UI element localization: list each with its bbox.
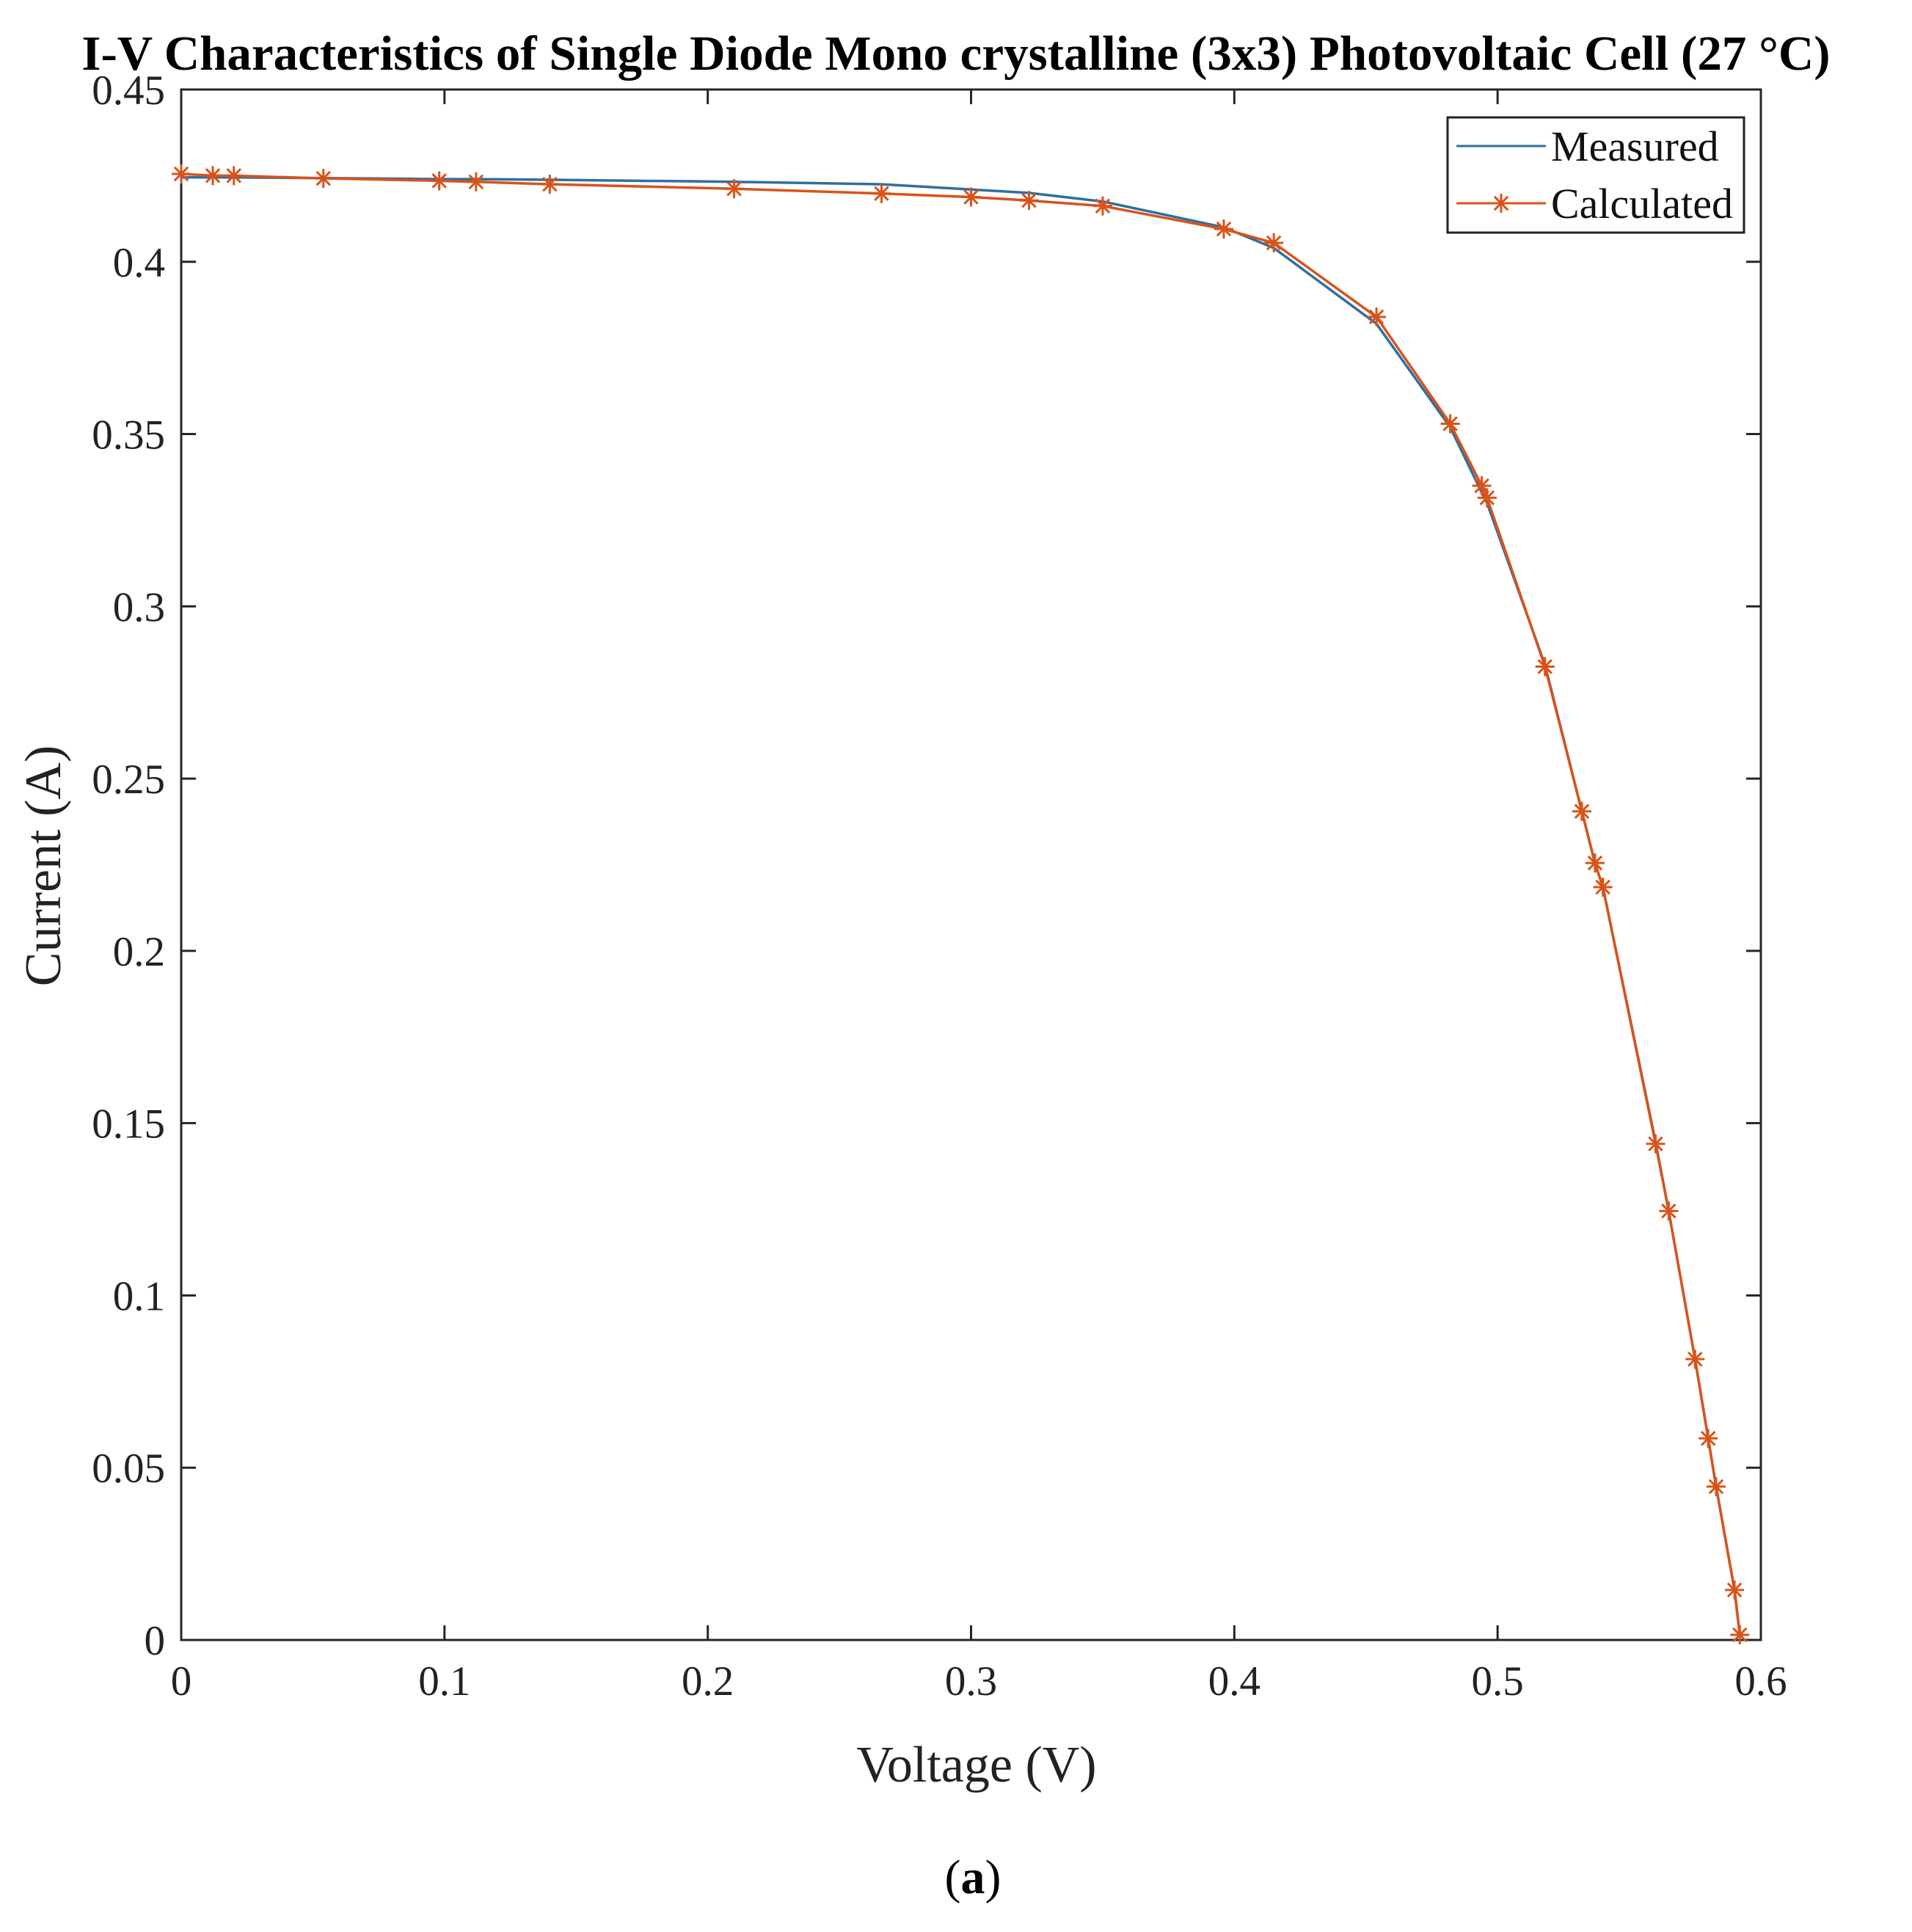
y-tick-label: 0.15 [92,1101,165,1148]
caption-open-paren: ( [945,1851,961,1904]
marker-stroke [1574,803,1590,819]
chart-title: I-V Characteristics of Single Diode Mono… [81,26,1830,81]
marker-stroke [1708,1479,1724,1495]
marker-stroke [1726,1582,1743,1598]
y-axis-label: Current (A) [15,746,72,987]
legend-marker-calculated [1492,194,1511,213]
x-tick-label: 0.6 [1734,1658,1787,1705]
y-tick-label: 0.05 [92,1446,165,1492]
marker-stroke [315,170,332,186]
plot-frame [180,88,1762,1641]
legend-label-measured: Measured [1551,123,1719,170]
marker-stroke [1479,490,1495,506]
marker-stroke [726,181,742,197]
data-point-calculated [724,179,744,199]
marker-stroke [1368,309,1384,325]
x-axis-label: Voltage (V) [856,1737,1096,1793]
data-point-calculated [1264,233,1284,252]
y-tick-label: 0.4 [113,240,165,286]
data-point-calculated [1477,488,1497,508]
marker-stroke [431,173,447,189]
data-point-calculated [224,166,244,186]
x-tick-label: 0.5 [1472,1658,1524,1705]
data-point-calculated [1646,1134,1665,1153]
marker-stroke [1661,1203,1676,1219]
y-tick-label: 0.3 [113,584,165,630]
caption-close-paren: ) [985,1851,1001,1904]
data-point-calculated [1019,191,1039,211]
marker-stroke [468,174,484,190]
legend-label-calculated: Calculated [1551,180,1733,227]
marker-stroke [1266,235,1282,251]
marker-stroke [1216,221,1232,237]
marker-stroke [1537,659,1553,674]
legend: Measured Calculated [1446,116,1745,234]
data-point-calculated [429,171,449,191]
marker-stroke [1021,192,1037,208]
data-point-calculated [1659,1201,1679,1221]
data-point-calculated [203,166,223,186]
data-point-calculated [1730,1625,1750,1644]
figure-caption: (a) [945,1851,1001,1904]
data-point-calculated [1535,657,1555,677]
y-tick-label: 0.35 [92,412,165,459]
marker-stroke [542,176,558,192]
marker-stroke [1587,855,1603,871]
marker-stroke [963,189,979,205]
x-tick-label: 0 [171,1658,192,1705]
data-point-calculated [961,187,981,207]
data-point-calculated [466,172,486,192]
data-point-calculated [1214,219,1233,239]
data-point-calculated [1725,1580,1745,1600]
x-tick-label: 0.4 [1208,1658,1260,1705]
x-tick-label: 0.1 [418,1658,470,1705]
y-tick-label: 0.25 [92,757,165,803]
marker-stroke [874,186,889,202]
legend-box [1446,116,1745,234]
marker-stroke [226,168,242,183]
marker-stroke [205,168,221,183]
data-point-calculated [313,169,333,189]
marker-stroke [1700,1431,1716,1446]
x-tick-label: 0.3 [945,1658,997,1705]
data-point-calculated [1092,196,1112,216]
marker-stroke [1474,478,1489,494]
marker-stroke [1687,1352,1703,1367]
plot-area: 0 0.1 0.2 0.3 0.4 0.5 0.6 0 0.05 0.1 0.15 0.2 0.25 0.… [92,68,1787,1705]
data-point-calculated [1685,1349,1705,1369]
data-point-calculated [1698,1429,1718,1448]
marker-stroke [1493,195,1509,211]
marker-stroke [173,166,189,182]
data-point-calculated [872,183,891,203]
data-point-calculated [540,175,560,194]
marker-stroke [1595,879,1610,895]
x-tick-label: 0.2 [682,1658,734,1705]
data-point-calculated [1367,307,1387,327]
y-tick-label: 0.1 [113,1273,165,1319]
data-point-calculated [1440,414,1460,434]
data-point-calculated [1706,1477,1726,1497]
data-point-calculated [172,164,191,184]
y-tick-label: 0 [145,1618,166,1664]
marker-stroke [1442,416,1458,431]
data-point-calculated [1572,801,1591,821]
marker-stroke [1732,1627,1748,1643]
y-tick-label: 0.2 [113,929,165,975]
caption-letter: a [961,1851,985,1904]
y-tick-label: 0.45 [92,68,165,114]
marker-stroke [1648,1136,1663,1152]
data-point-calculated [1593,878,1613,897]
data-point-calculated [1585,853,1605,873]
marker-stroke [1095,198,1111,214]
